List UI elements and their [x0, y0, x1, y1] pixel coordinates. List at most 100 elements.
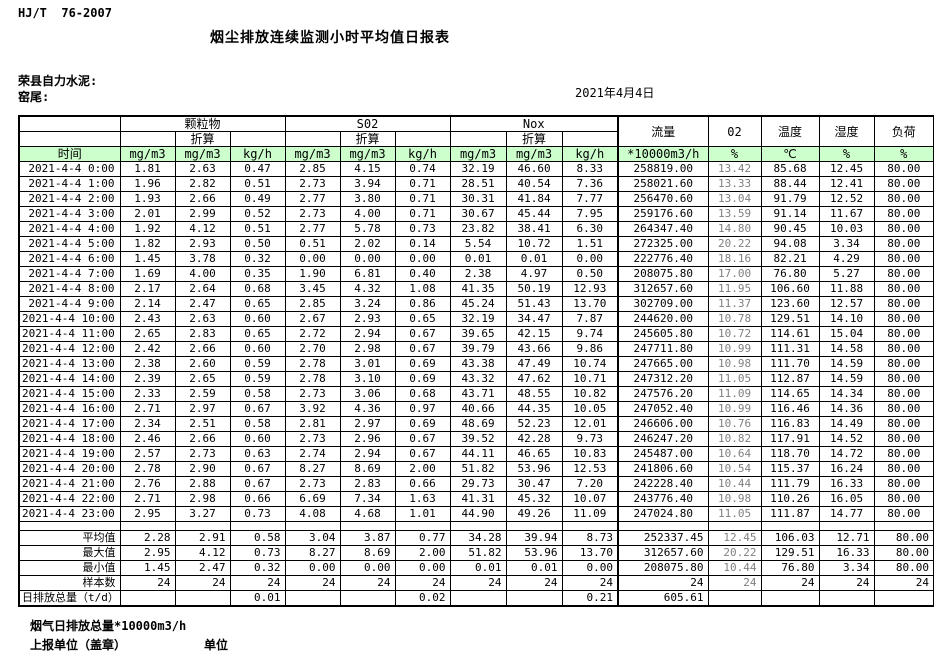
- value-cell: 0.67: [229, 476, 286, 492]
- time-cell: 2021-4-4 18:00: [18, 431, 121, 447]
- value-cell: 12.52: [818, 191, 875, 207]
- value-cell: 13.04: [707, 191, 762, 207]
- value-cell: 2.66: [174, 431, 231, 447]
- value-cell: 46.65: [505, 446, 563, 462]
- value-cell: 0.69: [394, 356, 451, 372]
- value-cell: 244620.00: [617, 311, 709, 327]
- time-cell: [18, 521, 121, 531]
- value-cell: 2.59: [174, 386, 231, 402]
- value-cell: 49.26: [505, 506, 563, 522]
- value-cell: 0.66: [229, 491, 286, 507]
- value-cell: 2.00: [394, 545, 451, 561]
- value-cell: 2.95: [119, 506, 176, 522]
- time-cell: 2021-4-4 19:00: [18, 446, 121, 462]
- value-cell: 0.47: [229, 161, 286, 177]
- value-cell: 10.74: [561, 356, 619, 372]
- value-cell: 8.33: [561, 161, 619, 177]
- value-cell: 256470.60: [617, 191, 709, 207]
- value-cell: 0.40: [394, 266, 451, 282]
- value-cell: 0.63: [229, 446, 286, 462]
- value-cell: 4.08: [284, 506, 341, 522]
- value-cell: 114.65: [760, 386, 820, 402]
- value-cell: 10.82: [561, 386, 619, 402]
- value-cell: 1.81: [119, 161, 176, 177]
- unit-header: mg/m3: [284, 146, 341, 162]
- value-cell: 0.58: [229, 416, 286, 432]
- value-cell: 0.14: [394, 236, 451, 252]
- value-cell: 0.01: [449, 251, 507, 267]
- table-row: 2021-4-4 22:00 2.71 2.98 0.66 6.69 7.34 1.63 41…: [18, 491, 934, 507]
- value-cell: 2.38: [119, 356, 176, 372]
- value-cell: 11.37: [707, 296, 762, 312]
- time-cell: 2021-4-4 20:00: [18, 461, 121, 477]
- value-cell: 80.00: [873, 161, 934, 177]
- value-cell: 32.19: [449, 161, 507, 177]
- value-cell: 91.14: [760, 206, 820, 222]
- value-cell: 2.82: [174, 176, 231, 192]
- table-row: 2021-4-4 1:00 1.96 2.82 0.51 2.73 3.94 0.71 28.…: [18, 176, 934, 192]
- value-cell: [707, 590, 762, 607]
- value-cell: 258021.60: [617, 176, 709, 192]
- location-label: 窑尾:: [18, 90, 50, 104]
- summary-row: 样本数 24 24 24 24 24 24 24 24 24 24 24 24 24 24: [18, 575, 934, 591]
- value-cell: 45.44: [505, 206, 563, 222]
- value-cell: 8.27: [284, 461, 341, 477]
- value-cell: 0.74: [394, 161, 451, 177]
- value-cell: 47.62: [505, 371, 563, 387]
- value-cell: 45.32: [505, 491, 563, 507]
- table-row: 2021-4-4 12:00 2.42 2.66 0.60 2.70 2.98 0.67 39…: [18, 341, 934, 357]
- value-cell: 0.73: [229, 506, 286, 522]
- value-cell: 247665.00: [617, 356, 709, 372]
- value-cell: 0.52: [229, 206, 286, 222]
- value-cell: 0.00: [394, 560, 451, 576]
- unit-label: 单位: [204, 638, 229, 652]
- company-name: 荣县自力水泥:: [18, 74, 98, 88]
- value-cell: 605.61: [617, 590, 709, 607]
- value-cell: 0.71: [394, 191, 451, 207]
- value-cell: 52.23: [505, 416, 563, 432]
- value-cell: 0.77: [394, 530, 451, 546]
- value-cell: 18.16: [707, 251, 762, 267]
- value-cell: [505, 590, 563, 607]
- value-cell: 13.42: [707, 161, 762, 177]
- value-cell: 80.00: [873, 356, 934, 372]
- time-cell: 2021-4-4 14:00: [18, 371, 121, 387]
- value-cell: 80.00: [873, 416, 934, 432]
- value-cell: 12.45: [707, 530, 762, 546]
- value-cell: 0.67: [394, 431, 451, 447]
- value-cell: 2.47: [174, 296, 231, 312]
- summary-label-cell: 最大值: [18, 545, 121, 561]
- value-cell: 6.81: [339, 266, 396, 282]
- value-cell: 10.82: [707, 431, 762, 447]
- value-cell: 51.82: [449, 545, 507, 561]
- value-cell: 10.76: [707, 416, 762, 432]
- value-cell: 14.52: [818, 431, 875, 447]
- value-cell: 0.02: [394, 590, 451, 607]
- value-cell: 1.63: [394, 491, 451, 507]
- value-cell: 0.67: [394, 341, 451, 357]
- value-cell: 80.00: [873, 530, 934, 546]
- value-cell: 24: [873, 575, 934, 591]
- unit-header: mg/m3: [505, 146, 563, 162]
- value-cell: 9.86: [561, 341, 619, 357]
- group-header-o2: 02: [707, 115, 762, 147]
- value-cell: 29.73: [449, 476, 507, 492]
- value-cell: 24: [174, 575, 231, 591]
- value-cell: 13.70: [561, 296, 619, 312]
- value-cell: 7.36: [561, 176, 619, 192]
- value-cell: 80.00: [873, 236, 934, 252]
- value-cell: 80.00: [873, 545, 934, 561]
- value-cell: 2.77: [284, 191, 341, 207]
- summary-label-cell: 最小值: [18, 560, 121, 576]
- value-cell: 0.67: [229, 461, 286, 477]
- value-cell: 2.78: [284, 356, 341, 372]
- table-row: 2021-4-4 23:00 2.95 3.27 0.73 4.08 4.68 1.01 44…: [18, 506, 934, 522]
- value-cell: 247576.20: [617, 386, 709, 402]
- value-cell: 2.74: [284, 446, 341, 462]
- value-cell: 80.00: [873, 446, 934, 462]
- value-cell: 117.91: [760, 431, 820, 447]
- value-cell: 32.19: [449, 311, 507, 327]
- value-cell: 242228.40: [617, 476, 709, 492]
- value-cell: 2.65: [174, 371, 231, 387]
- time-cell: 2021-4-4 4:00: [18, 221, 121, 237]
